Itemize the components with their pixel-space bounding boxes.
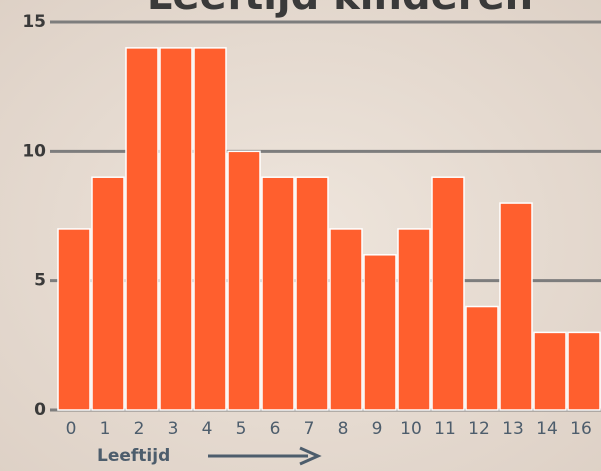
- x-tick-label: 14: [536, 419, 558, 439]
- bar: [295, 176, 329, 411]
- bar: [227, 150, 261, 411]
- bar: [57, 228, 91, 411]
- x-tick-label: 0: [66, 419, 77, 439]
- x-tick-label: 10: [400, 419, 422, 439]
- bar: [329, 228, 363, 411]
- x-tick-label: 1: [100, 419, 111, 439]
- x-tick-label: 13: [502, 419, 524, 439]
- x-axis-label: Leeftijd: [97, 446, 170, 466]
- y-tick-label: 10: [22, 141, 46, 161]
- x-tick-label: 16: [570, 419, 592, 439]
- x-tick-label: 3: [168, 419, 179, 439]
- y-tick-label: 15: [22, 12, 46, 32]
- x-tick-label: 12: [468, 419, 490, 439]
- y-tick-label: 0: [34, 400, 46, 420]
- bar: [397, 228, 431, 411]
- x-tick-label: 5: [236, 419, 247, 439]
- bar: [125, 47, 159, 411]
- bar: [193, 47, 227, 411]
- bar: [499, 202, 533, 411]
- bar: [159, 47, 193, 411]
- x-tick-label: 9: [372, 419, 383, 439]
- bar: [465, 305, 499, 411]
- x-tick-label: 6: [270, 419, 281, 439]
- x-tick-label: 4: [202, 419, 213, 439]
- x-axis-arrow: [208, 446, 322, 466]
- bar: [431, 176, 465, 411]
- x-tick-label: 2: [134, 419, 145, 439]
- bar: [363, 254, 397, 411]
- chart-title: Leeftijd kinderen: [147, 0, 533, 19]
- y-tick-label: 5: [34, 271, 46, 291]
- x-tick-label: 11: [434, 419, 456, 439]
- bar: [533, 331, 567, 411]
- x-tick-label: 8: [338, 419, 349, 439]
- bar: [567, 331, 601, 411]
- x-tick-label: 7: [304, 419, 315, 439]
- bar: [261, 176, 295, 411]
- bar: [91, 176, 125, 411]
